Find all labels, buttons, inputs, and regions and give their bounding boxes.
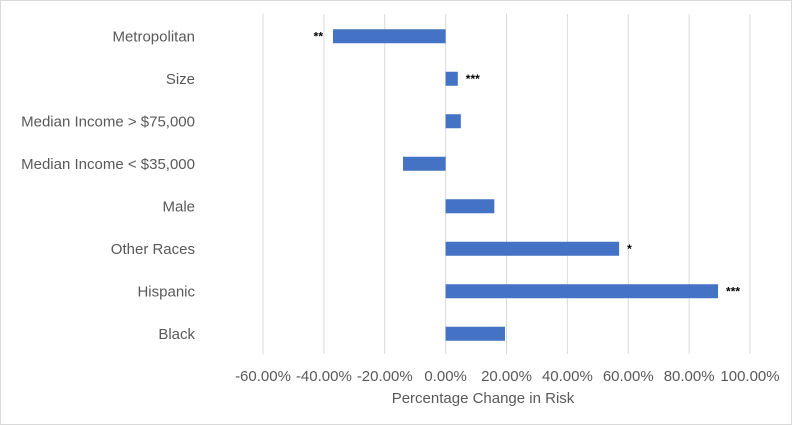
y-category-label: Hispanic (137, 283, 195, 300)
bar (445, 71, 458, 86)
x-tick-label: 40.00% (542, 368, 593, 385)
x-tick-label: -60.00% (235, 368, 291, 385)
x-tick-label: 100.00% (720, 368, 779, 385)
x-axis-title: Percentage Change in Risk (392, 390, 575, 407)
bar (333, 29, 446, 44)
bar (445, 326, 505, 341)
x-tick-label: 20.00% (481, 368, 532, 385)
y-category-label: Median Income > $75,000 (21, 113, 195, 130)
significance-label: * (627, 242, 632, 256)
significance-label: ** (314, 29, 324, 43)
significance-label: *** (726, 284, 740, 298)
bar (445, 199, 495, 214)
bar (445, 114, 461, 129)
significance-label: *** (466, 72, 480, 86)
x-tick-label: -40.00% (296, 368, 352, 385)
x-tick-label: -20.00% (357, 368, 413, 385)
x-tick-label: 0.00% (424, 368, 467, 385)
bar (445, 241, 620, 256)
bar (403, 156, 446, 171)
y-category-label: Male (162, 198, 195, 215)
y-category-label: Black (158, 326, 195, 343)
x-tick-label: 60.00% (603, 368, 654, 385)
y-category-label: Size (166, 71, 195, 88)
y-category-label: Metropolitan (112, 28, 195, 45)
bar (445, 284, 719, 299)
y-category-label: Median Income < $35,000 (21, 156, 195, 173)
y-category-label: Other Races (111, 241, 195, 258)
x-tick-label: 80.00% (664, 368, 715, 385)
